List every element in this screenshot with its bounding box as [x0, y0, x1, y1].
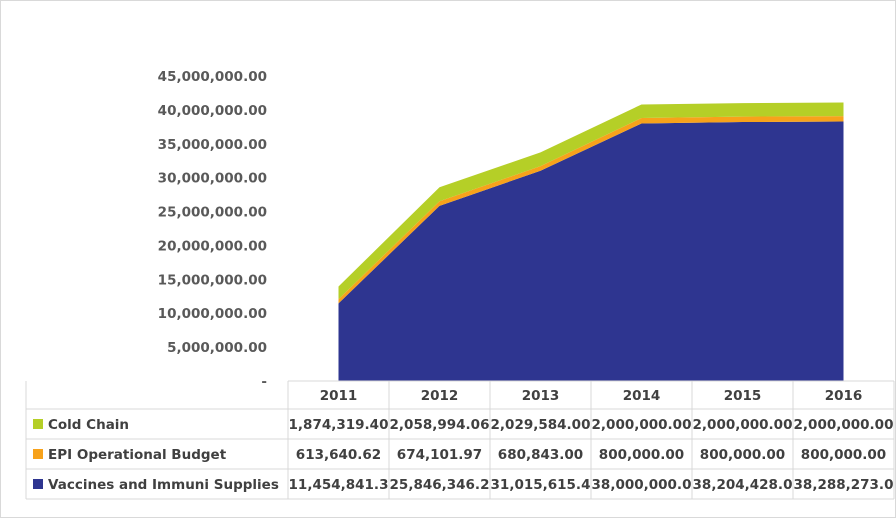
legend-label: Vaccines and Immuni Supplies — [48, 477, 279, 493]
x-category-label: 2015 — [724, 388, 762, 404]
y-tick-label: 5,000,000.00 — [167, 340, 267, 356]
y-axis: - 5,000,000.00 10,000,000.00 15,000,000.00 2… — [158, 69, 267, 390]
table-cell-value: 2,058,994.06 — [390, 417, 490, 433]
table-cell-value: 2,000,000.00 — [592, 417, 692, 433]
x-category-label: 2014 — [623, 388, 661, 404]
legend-label: EPI Operational Budget — [48, 447, 227, 463]
area-series-3 — [338, 102, 844, 300]
data-table: 2011 2012 2013 2014 2015 2016 Cold Chain 1,874,… — [25, 380, 895, 500]
table-cell-value: 674,101.97 — [397, 447, 482, 463]
legend-label: Cold Chain — [48, 417, 129, 433]
table-cell-value: 613,640.62 — [296, 447, 381, 463]
area-series-1 — [338, 121, 844, 381]
plot-area — [338, 102, 844, 381]
x-category-label: 2016 — [825, 388, 863, 404]
legend-key — [33, 419, 43, 429]
legend-key — [33, 449, 43, 459]
table-cell-value: 800,000.00 — [599, 447, 684, 463]
x-category-label: 2013 — [522, 388, 560, 404]
x-category-label: 2011 — [320, 388, 358, 404]
table-cell-value: 2,000,000.00 — [794, 417, 894, 433]
y-tick-label: 10,000,000.00 — [158, 306, 267, 322]
table-cell-value: 1,874,319.40 — [289, 417, 389, 433]
table-cell-value: 38,288,273.0 — [794, 477, 894, 493]
table-cell-value: 800,000.00 — [700, 447, 785, 463]
table-cell-value: 2,000,000.00 — [693, 417, 793, 433]
y-tick-label: 45,000,000.00 — [158, 69, 267, 85]
y-tick-label: 30,000,000.00 — [158, 171, 267, 187]
x-category-label: 2012 — [421, 388, 459, 404]
table-cell-value: 31,015,615.4 — [491, 477, 591, 493]
table-cell-value: 11,454,841.3 — [289, 477, 389, 493]
table-cell-value: 38,204,428.0 — [693, 477, 793, 493]
table-cell-value: 38,000,000.0 — [592, 477, 692, 493]
legend-key — [33, 479, 43, 489]
table-cell-value: 25,846,346.2 — [390, 477, 490, 493]
y-tick-label: 40,000,000.00 — [158, 103, 267, 119]
y-tick-label: 35,000,000.00 — [158, 137, 267, 153]
table-cell-value: 680,843.00 — [498, 447, 583, 463]
table-cell-value: 2,029,584.00 — [491, 417, 591, 433]
table-cell-value: 800,000.00 — [801, 447, 886, 463]
y-tick-label: 25,000,000.00 — [158, 205, 267, 221]
y-tick-label: 20,000,000.00 — [158, 238, 267, 254]
y-tick-label: - — [261, 374, 267, 390]
y-tick-label: 15,000,000.00 — [158, 272, 267, 288]
